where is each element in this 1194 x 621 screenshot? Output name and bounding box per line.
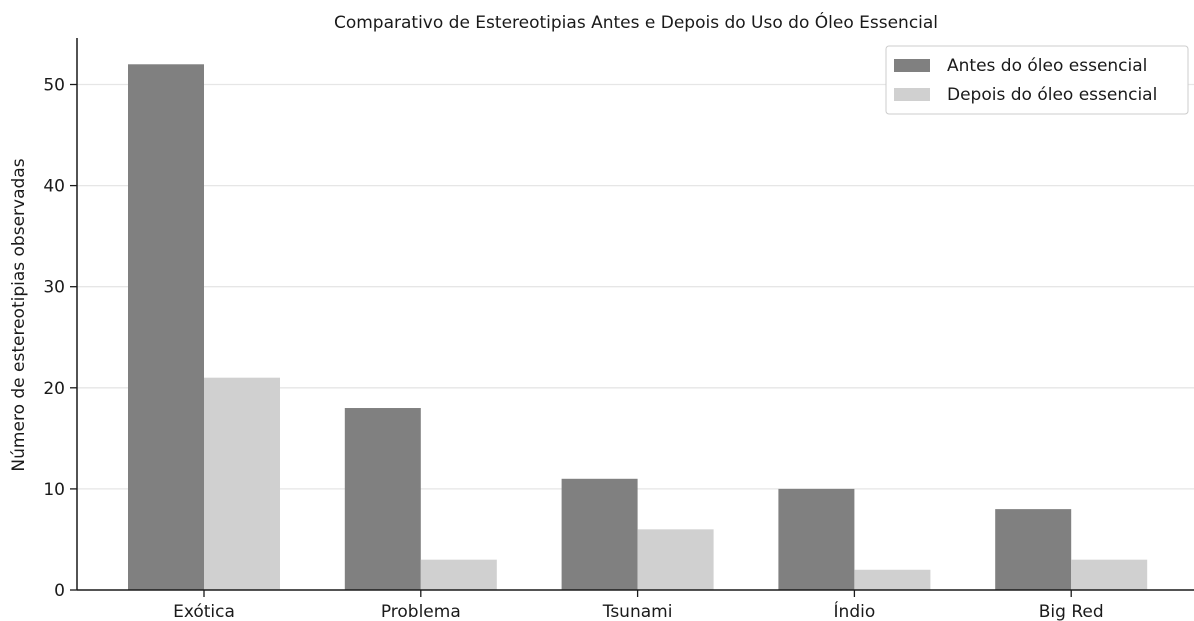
y-tick-label: 10	[43, 480, 65, 500]
bar-antes	[128, 64, 204, 591]
legend-label: Antes do óleo essencial	[947, 56, 1147, 76]
x-tick-label: Índio	[834, 600, 876, 621]
legend-box	[885, 45, 1189, 115]
legend: Antes do óleo essencial Depois do óleo es…	[885, 45, 1189, 115]
chart-title: Comparativo de Estereotipias Antes e Dep…	[334, 11, 938, 33]
x-tick-label: Tsunami	[602, 602, 673, 621]
y-axis-ticks: 0 10 20 30 40 50	[43, 76, 77, 601]
bar-antes	[344, 408, 421, 590]
bar-depois	[637, 529, 714, 590]
y-tick-label: 50	[43, 76, 65, 96]
bar-depois	[420, 559, 497, 590]
y-axis-label: Número de estereotipias observadas	[9, 158, 29, 471]
y-tick-label: 30	[43, 278, 65, 298]
x-tick-label: Exótica	[173, 602, 235, 621]
bar-antes	[995, 509, 1072, 590]
y-tick-label: 40	[43, 177, 65, 197]
x-tick-label: Big Red	[1039, 602, 1104, 621]
x-axis-ticks: Exótica Problema Tsunami Índio Big Red	[173, 590, 1104, 621]
x-tick-label: Problema	[381, 602, 461, 621]
y-tick-label: 20	[43, 379, 65, 399]
bars	[128, 64, 1148, 591]
bar-depois	[854, 569, 931, 590]
bar-antes	[778, 488, 855, 590]
y-tick-label: 0	[54, 581, 65, 601]
legend-swatch	[894, 59, 930, 72]
bar-depois	[1071, 559, 1148, 590]
bar-antes	[561, 478, 638, 590]
axes	[76, 38, 1194, 591]
legend-label: Depois do óleo essencial	[947, 85, 1157, 105]
bar-depois	[204, 377, 280, 590]
legend-swatch	[894, 88, 930, 101]
